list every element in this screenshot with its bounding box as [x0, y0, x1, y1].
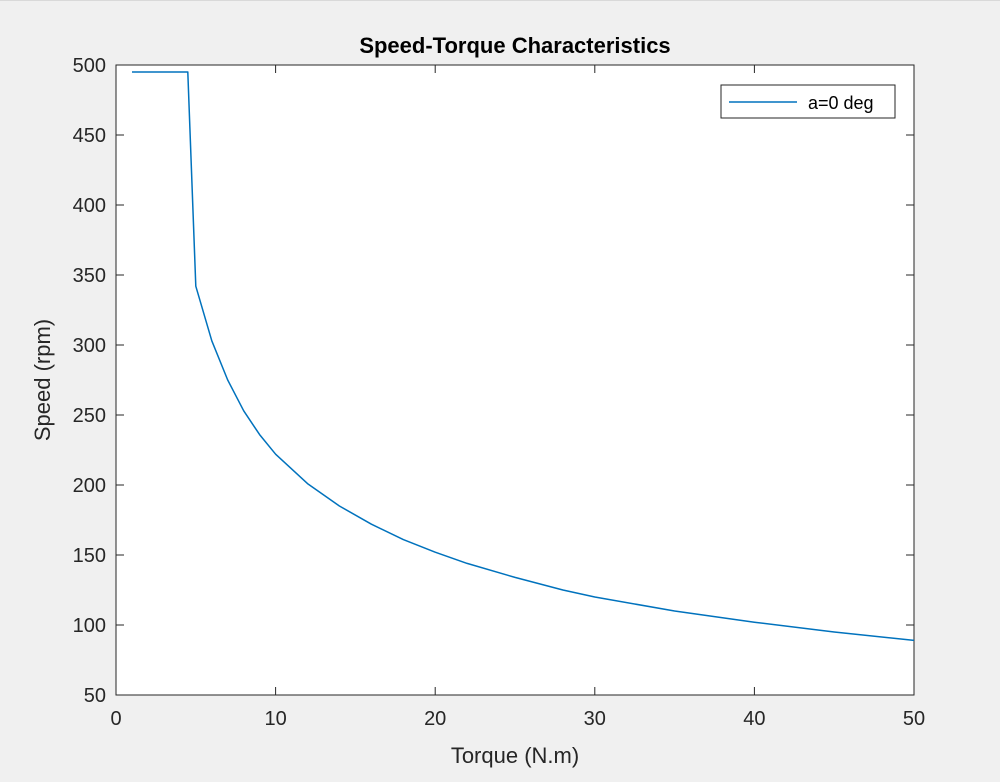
x-tick-label: 10 [264, 708, 286, 730]
y-tick-label: 100 [73, 615, 106, 637]
y-tick-label: 450 [73, 125, 106, 147]
y-tick-label: 400 [73, 195, 106, 217]
y-tick-label: 250 [73, 405, 106, 427]
series-line [132, 71, 915, 642]
x-tick-label: 40 [743, 708, 765, 730]
chart-title: Speed-Torque Characteristics [359, 33, 670, 58]
y-tick-label: 50 [84, 685, 106, 707]
plot-area [115, 64, 915, 696]
y-axis-label: Speed (rpm) [30, 319, 55, 441]
y-tick-label: 500 [73, 55, 106, 77]
x-tick-label: 0 [110, 708, 121, 730]
series-layer [132, 71, 915, 642]
y-tick-label: 350 [73, 265, 106, 287]
y-tick-label: 200 [73, 475, 106, 497]
x-tick-label: 50 [903, 708, 925, 730]
ticks-layer: 0 10 20 30 40 50 50 100 150 200 250 300 350 400 450 500 [73, 55, 926, 730]
y-tick-label: 300 [73, 335, 106, 357]
x-axis-label: Torque (N.m) [451, 743, 579, 768]
x-tick-label: 30 [584, 708, 606, 730]
legend[interactable]: a=0 deg [720, 84, 896, 119]
x-tick-label: 20 [424, 708, 446, 730]
legend-entry-label: a=0 deg [808, 93, 874, 113]
y-tick-label: 150 [73, 545, 106, 567]
